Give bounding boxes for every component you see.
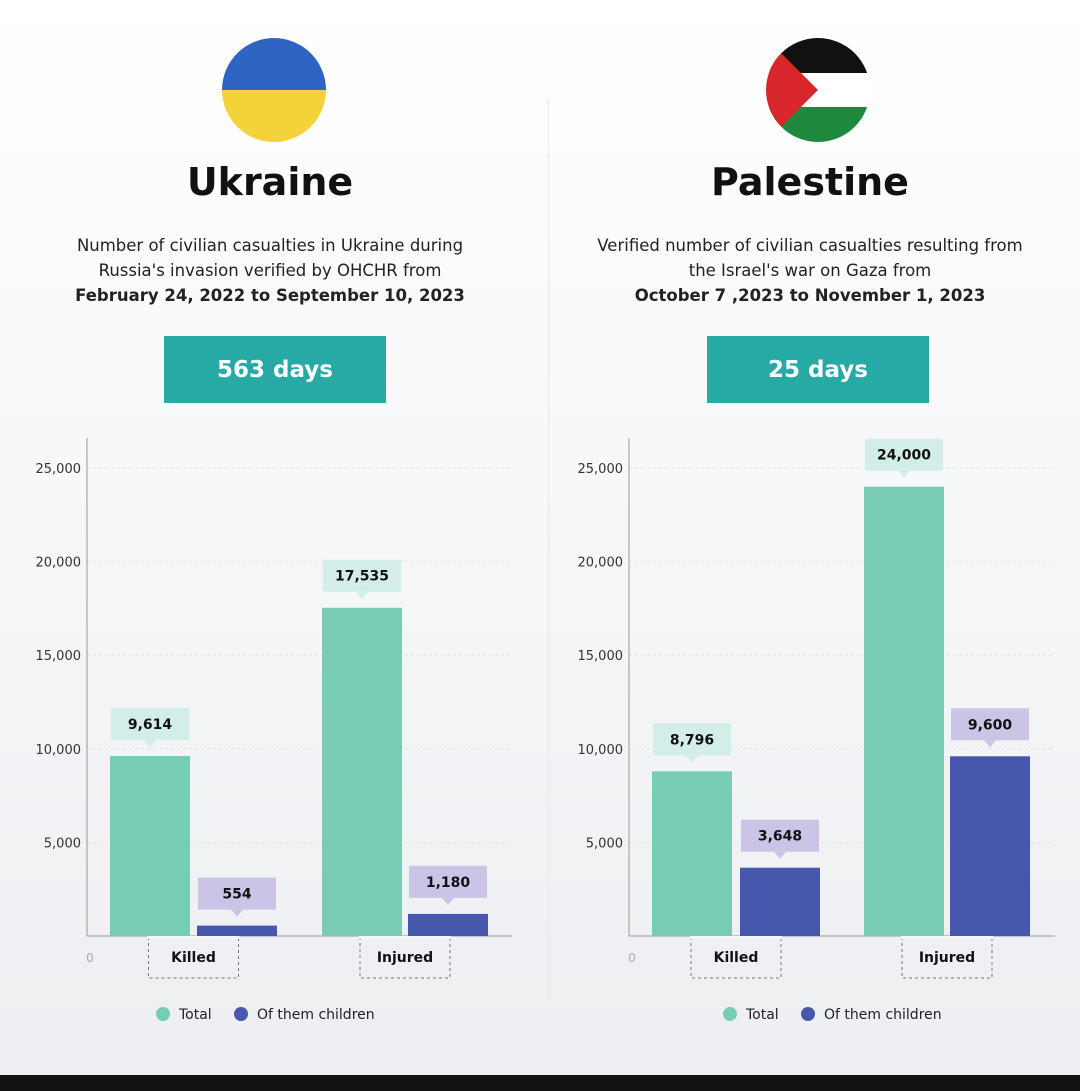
bracket-mask (147, 936, 240, 939)
data-label: 554 (222, 887, 251, 903)
days-badge: 563 days (164, 336, 386, 403)
description-line: Verified number of civilian casualties r… (597, 236, 1023, 255)
y-tick-label: 25,000 (578, 462, 624, 477)
chart-description: Verified number of civilian casualties r… (540, 233, 1080, 308)
y-tick-label: 5,000 (44, 836, 81, 851)
x-category-label: Injured (377, 950, 433, 966)
data-label-pointer (442, 897, 454, 905)
y-tick-label: 20,000 (36, 556, 82, 571)
legend-children-label: Of them children (257, 1007, 375, 1023)
data-label-pointer (356, 591, 368, 599)
ukraine-panel: Ukraine Number of civilian casualties in… (0, 0, 540, 1075)
data-label-box (865, 438, 943, 471)
data-label: 9,600 (968, 717, 1013, 733)
data-label-pointer (144, 740, 156, 748)
y-tick-label: 25,000 (36, 462, 82, 477)
bracket-mask (690, 936, 782, 939)
data-label: 24,000 (877, 448, 931, 464)
bar-total (110, 756, 190, 936)
data-label-pointer (984, 740, 996, 748)
data-label-box (951, 708, 1029, 741)
bar-children (740, 867, 820, 936)
y-tick-label: 20,000 (578, 556, 624, 571)
y-tick-label: 0 (628, 951, 636, 965)
data-label-box (653, 723, 731, 756)
data-label-box (111, 708, 189, 741)
data-label: 3,648 (758, 829, 802, 845)
date-range: October 7 ,2023 to November 1, 2023 (634, 286, 986, 305)
bar-chart: 0 5,000 10,000 15,000 20,000 25,000 9,614 554 Ki… (36, 438, 512, 1023)
y-tick-label: 5,000 (586, 836, 623, 851)
y-tick-label: 15,000 (36, 649, 82, 664)
legend-total-swatch (723, 1007, 737, 1021)
data-label: 9,614 (128, 717, 173, 733)
days-badge: 25 days (707, 336, 929, 403)
data-label-pointer (231, 909, 243, 917)
ukraine-chart: 0 5,000 10,000 15,000 20,000 25,000 9,614 554 Ki… (0, 438, 540, 1023)
country-title: Palestine (711, 160, 909, 204)
bar-children (197, 925, 277, 936)
date-range: February 24, 2022 to September 10, 2023 (75, 286, 465, 305)
bar-children (950, 756, 1030, 936)
x-category-label: Killed (714, 950, 759, 966)
legend-total-label: Total (178, 1007, 212, 1023)
data-label-box (409, 865, 487, 898)
palestine-chart: 0 5,000 10,000 15,000 20,000 25,000 8,796 3,648… (540, 438, 1080, 1023)
bracket-mask (901, 936, 993, 939)
ukraine-flag-icon (222, 38, 326, 142)
data-label: 8,796 (670, 732, 714, 748)
description-line: the Israel's war on Gaza from (688, 261, 932, 280)
data-label-pointer (898, 470, 910, 478)
bottom-bar (0, 1075, 1080, 1091)
data-label: 1,180 (426, 875, 471, 891)
bracket-mask (359, 936, 451, 939)
data-label-box (323, 559, 401, 592)
palestine-panel: Palestine Verified number of civilian ca… (540, 0, 1080, 1075)
bar-chart: 0 5,000 10,000 15,000 20,000 25,000 8,796 3,648… (578, 438, 1055, 1023)
x-category-label: Killed (171, 950, 216, 966)
bar-total (322, 607, 402, 936)
legend-children-label: Of them children (824, 1007, 942, 1023)
panel-divider (548, 100, 549, 1000)
palestine-flag-icon (766, 38, 870, 142)
data-label: 17,535 (335, 569, 389, 585)
bar-children (408, 913, 488, 936)
legend-children-swatch (234, 1007, 248, 1021)
legend-children-swatch (801, 1007, 815, 1021)
country-title: Ukraine (186, 160, 354, 204)
legend-total-swatch (156, 1007, 170, 1021)
data-label-pointer (774, 851, 786, 859)
description-line: Russia's invasion verified by OHCHR from (98, 261, 442, 280)
chart-description: Number of civilian casualties in Ukraine… (0, 233, 540, 308)
description-line: Number of civilian casualties in Ukraine… (76, 236, 464, 255)
bar-total (864, 486, 944, 936)
data-label-pointer (686, 755, 698, 763)
y-tick-label: 10,000 (36, 743, 82, 758)
data-label-box (741, 819, 819, 852)
legend-total-label: Total (745, 1007, 779, 1023)
y-tick-label: 15,000 (578, 649, 624, 664)
y-tick-label: 0 (86, 951, 94, 965)
y-tick-label: 10,000 (578, 743, 624, 758)
x-category-label: Injured (919, 950, 975, 966)
bar-total (652, 771, 732, 936)
data-label-box (198, 877, 276, 910)
